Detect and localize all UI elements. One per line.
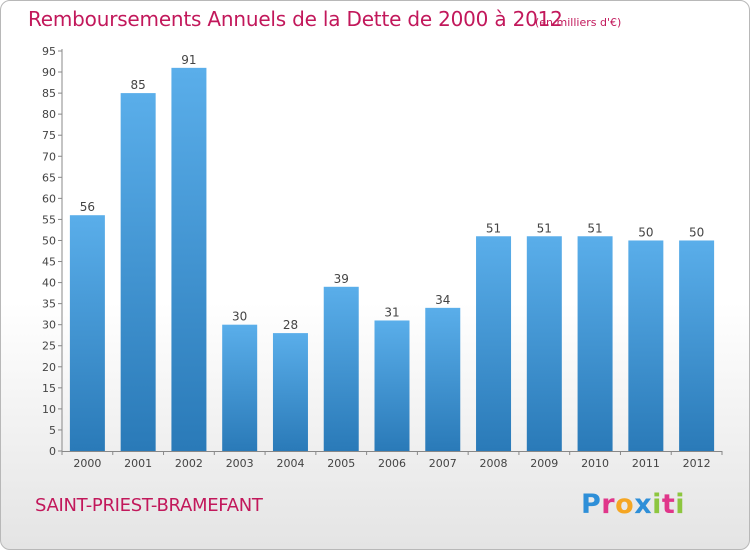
bar-2000 (69, 215, 105, 451)
y-tick-label: 85 (42, 87, 56, 100)
y-tick-label: 90 (42, 66, 56, 79)
x-tick-label-2001: 2001 (124, 457, 152, 470)
y-tick-label: 65 (42, 171, 56, 184)
x-tick-label-2012: 2012 (683, 457, 711, 470)
bar-2003 (222, 324, 258, 451)
y-tick-label: 15 (42, 382, 56, 395)
value-label-2002: 91 (181, 53, 196, 67)
x-tick-label-2011: 2011 (632, 457, 660, 470)
logo-letter: t (661, 489, 676, 520)
y-tick-label: 75 (42, 129, 56, 142)
x-tick-label-2008: 2008 (480, 457, 508, 470)
y-tick-label: 20 (42, 361, 56, 374)
value-label-2011: 50 (638, 225, 653, 239)
y-tick-label: 30 (42, 319, 56, 332)
x-tick-label-2005: 2005 (327, 457, 355, 470)
value-label-2005: 39 (334, 272, 349, 286)
chart-title: Remboursements Annuels de la Dette de 20… (28, 7, 563, 31)
commune-name: SAINT-PRIEST-BRAMEFANT (35, 495, 263, 516)
value-label-2000: 56 (80, 200, 95, 214)
value-label-2010: 51 (587, 221, 602, 235)
bar-2009 (526, 236, 562, 451)
bar-2007 (425, 307, 461, 451)
value-label-2007: 34 (435, 293, 450, 307)
y-tick-label: 60 (42, 192, 56, 205)
y-tick-label: 55 (42, 213, 56, 226)
value-label-2009: 51 (537, 221, 552, 235)
bar-2012 (679, 240, 715, 451)
y-tick-label: 25 (42, 340, 56, 353)
value-label-2004: 28 (283, 318, 298, 332)
bar-2001 (120, 93, 156, 452)
logo-letter: x (634, 489, 653, 520)
bar-2006 (374, 320, 410, 451)
y-tick-label: 40 (42, 277, 56, 290)
x-tick-label-2002: 2002 (175, 457, 203, 470)
x-tick-label-2009: 2009 (530, 457, 558, 470)
y-tick-label: 70 (42, 150, 56, 163)
x-tick-label-2004: 2004 (276, 457, 304, 470)
x-tick-label-2007: 2007 (429, 457, 457, 470)
logo-letter: P (581, 489, 602, 520)
y-tick-label: 45 (42, 256, 56, 269)
logo-letter: r (601, 489, 616, 520)
x-tick-label-2010: 2010 (581, 457, 609, 470)
y-tick-label: 35 (42, 298, 56, 311)
logo-letter: i (652, 489, 662, 520)
x-tick-label-2000: 2000 (73, 457, 101, 470)
y-tick-label: 95 (42, 45, 56, 58)
chart-subtitle: (en milliers d'€) (535, 16, 622, 29)
bar-2002 (171, 67, 207, 451)
x-tick-label-2003: 2003 (226, 457, 254, 470)
proxiti-logo: Proxiti (581, 489, 685, 520)
y-tick-label: 5 (49, 424, 56, 437)
logo-letter: i (675, 489, 686, 520)
logo-letter: o (615, 489, 635, 520)
bar-2004 (272, 333, 308, 451)
y-tick-label: 80 (42, 108, 56, 121)
bar-2008 (476, 236, 512, 451)
y-tick-label: 50 (42, 234, 56, 247)
bar-2011 (628, 240, 664, 451)
bar-2010 (577, 236, 613, 451)
value-label-2003: 30 (232, 310, 247, 324)
y-tick-label: 10 (42, 403, 56, 416)
x-tick-label-2006: 2006 (378, 457, 406, 470)
y-tick-label: 0 (49, 445, 56, 458)
value-label-2012: 50 (689, 225, 704, 239)
value-label-2006: 31 (384, 305, 399, 319)
value-label-2008: 51 (486, 221, 501, 235)
bar-2005 (323, 286, 359, 451)
value-label-2001: 85 (131, 78, 146, 92)
